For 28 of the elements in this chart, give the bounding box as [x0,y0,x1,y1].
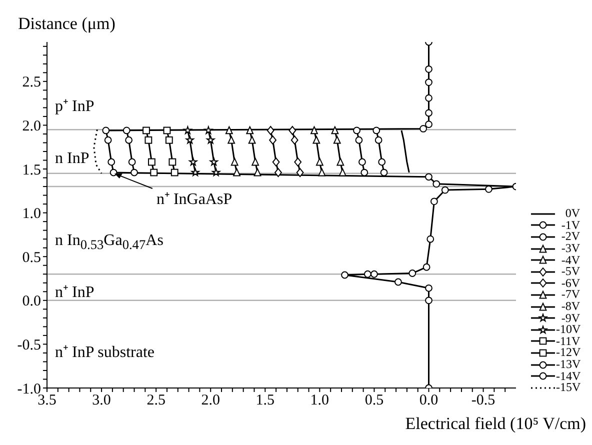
x-tick-label: 0.5 [364,392,384,409]
x-tick-label: 1.5 [256,392,275,409]
x-tick-label: -0.5 [471,392,496,409]
y-tick-label: 2.0 [22,118,41,135]
y-tick-label: 2.5 [22,74,41,91]
x-tick-label: 2.5 [146,392,166,409]
annotation: n⁺ InP substrate [55,343,155,362]
legend-label: -12V [556,345,582,360]
annotation: n In$_{0.53}$Ga$_{0.47}$As [55,232,164,254]
annotation: n InP [55,150,90,168]
y-tick-label: 0.0 [22,294,41,310]
y-tick-label: 1.5 [22,162,41,178]
annotation: n⁺ InGaAsP [156,190,232,209]
y-tick-label: 0.5 [22,250,41,266]
x-tick-label: 0.0 [419,392,438,409]
legend-label: -15V [556,380,582,396]
x-tick-label: 1.0 [310,392,330,409]
x-axis-title: Electrical field (10⁵ V/cm) [405,414,586,434]
annotation: p⁺ InP [55,97,94,116]
y-tick-label: -0.5 [17,338,41,354]
x-tick-label: 2.0 [201,392,220,409]
legend-label: -2V [560,229,581,244]
x-tick-label: 3.5 [38,392,56,409]
y-tick-label: 1.0 [22,206,41,222]
y-axis-title: Distance (μm) [18,14,116,34]
annotation: n⁺ InP [55,283,94,302]
legend-label: -7V [560,287,581,302]
x-tick-label: 3.0 [92,392,111,409]
